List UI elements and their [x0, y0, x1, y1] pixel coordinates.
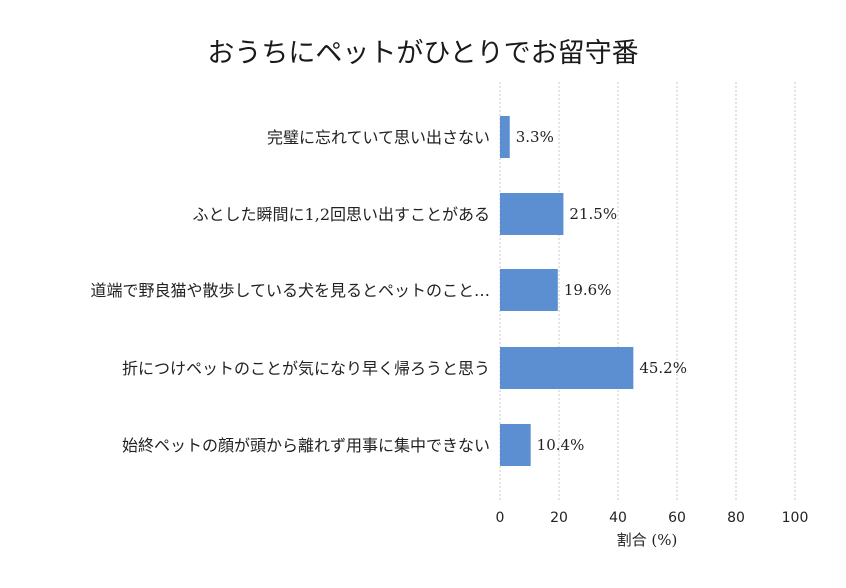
bar: [500, 347, 634, 389]
x-tick-label: 80: [727, 510, 745, 526]
x-tick-label: 0: [496, 510, 505, 526]
category-label: ふとした瞬間に1,2回思い出すことがある: [193, 205, 490, 224]
bar: [500, 424, 531, 466]
value-label: 45.2%: [639, 359, 687, 377]
value-label: 10.4%: [537, 436, 585, 454]
x-tick-label: 20: [550, 510, 568, 526]
value-label: 3.3%: [516, 128, 554, 146]
bar: [500, 193, 564, 235]
value-label: 21.5%: [569, 205, 617, 223]
bar: [500, 116, 510, 158]
value-labels: 3.3% 21.5% 19.6% 45.2% 10.4%: [516, 128, 687, 454]
value-label: 19.6%: [564, 281, 612, 299]
bars: [500, 116, 634, 466]
bar: [500, 269, 558, 311]
category-label: 完璧に忘れていて思い出さない: [267, 128, 490, 147]
x-tick-label: 100: [782, 510, 809, 526]
category-label: 道端で野良猫や散歩している犬を見るとペットのこと…: [90, 281, 490, 300]
category-label: 始終ペットの顔が頭から離れず用事に集中できない: [122, 436, 490, 455]
chart-title: おうちにペットがひとりでお留守番: [207, 38, 638, 69]
category-label: 折につけペットのことが気になり早く帰ろうと思う: [122, 359, 490, 378]
category-labels: 完璧に忘れていて思い出さないふとした瞬間に1,2回思い出すことがある道端で野良猫…: [90, 128, 490, 455]
x-tick-label: 60: [668, 510, 686, 526]
x-tick-labels: 0 20 40 60 80 100: [496, 510, 809, 526]
x-axis-label: 割合 (%): [617, 531, 678, 549]
x-tick-label: 40: [609, 510, 627, 526]
